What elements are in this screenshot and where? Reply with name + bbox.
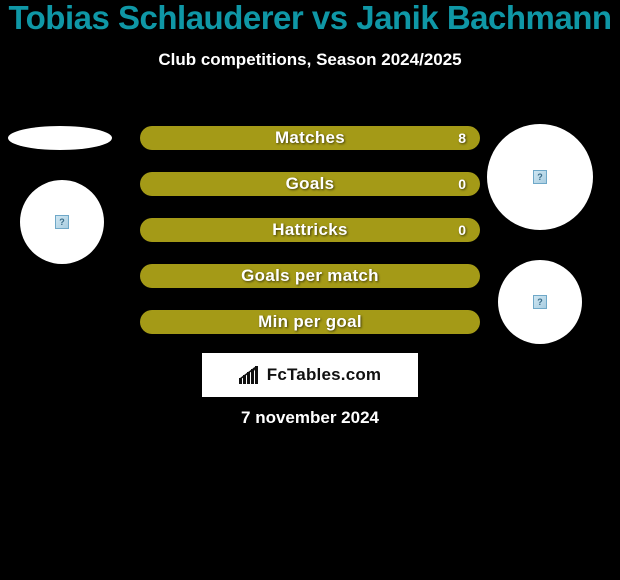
stat-bar-label: Goals per match: [241, 266, 379, 286]
stat-bar-value: 8: [458, 130, 466, 146]
stat-bar-label: Matches: [275, 128, 345, 148]
stat-bar: Goals 0: [140, 172, 480, 196]
page-title: Tobias Schlauderer vs Janik Bachmann: [0, 0, 620, 36]
image-placeholder-icon: [533, 295, 547, 309]
avatar-circle-right-lower: [498, 260, 582, 344]
left-ellipse-decoration: [8, 126, 112, 150]
stat-bar: Hattricks 0: [140, 218, 480, 242]
brand-text: FcTables.com: [267, 365, 382, 385]
image-placeholder-icon: [55, 215, 69, 229]
date-caption: 7 november 2024: [0, 408, 620, 428]
subtitle: Club competitions, Season 2024/2025: [0, 50, 620, 70]
stat-bar: Matches 8: [140, 126, 480, 150]
stat-bar-value: 0: [458, 222, 466, 238]
stats-bar-group: Matches 8 Goals 0 Hattricks 0 Goals per match M…: [140, 126, 480, 356]
stat-bar: Min per goal: [140, 310, 480, 334]
bars-icon: [239, 366, 261, 384]
stat-bar-label: Min per goal: [258, 312, 362, 332]
image-placeholder-icon: [533, 170, 547, 184]
avatar-circle-right-upper: [487, 124, 593, 230]
brand-box: FcTables.com: [202, 353, 418, 397]
avatar-circle-left-lower: [20, 180, 104, 264]
stat-bar-label: Hattricks: [272, 220, 347, 240]
stat-bar-label: Goals: [286, 174, 335, 194]
stat-bar: Goals per match: [140, 264, 480, 288]
stat-bar-value: 0: [458, 176, 466, 192]
